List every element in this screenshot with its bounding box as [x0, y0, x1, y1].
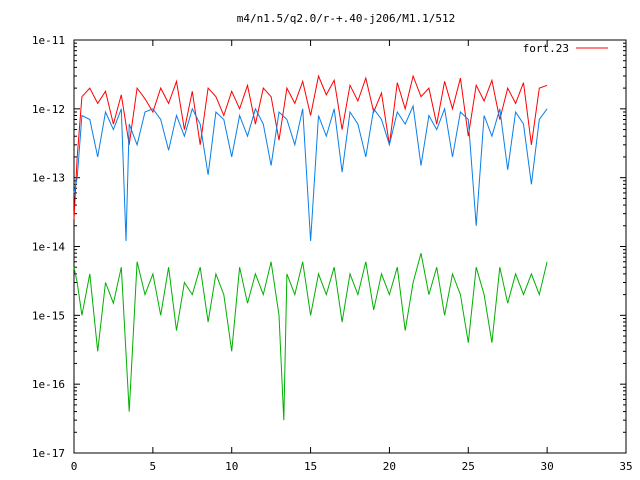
- chart-title: m4/n1.5/q2.0/r-+.40-j206/M1.1/512: [237, 12, 456, 25]
- y-axis: 1e-11 1e-12 1e-13 1e-14 1e-15 1e-16 1e-17: [32, 34, 626, 460]
- y-tick-label: 1e-11: [32, 34, 65, 47]
- x-tick-label: 15: [304, 460, 317, 473]
- series-group: [73, 74, 548, 421]
- x-tick-label: 25: [462, 460, 475, 473]
- x-axis: 0 5 10 15 20 25 30 35: [71, 40, 633, 473]
- x-tick-label: 30: [541, 460, 554, 473]
- y-tick-label: 1e-15: [32, 309, 65, 322]
- x-tick-label: 20: [383, 460, 396, 473]
- y-tick-label: 1e-13: [32, 172, 65, 185]
- y-tick-label: 1e-14: [32, 241, 65, 254]
- plot-frame: [73, 39, 627, 454]
- x-tick-label: 10: [225, 460, 238, 473]
- series-line-1: [73, 74, 548, 220]
- x-tick-label: 0: [71, 460, 78, 473]
- legend: fort.23: [523, 42, 608, 55]
- y-tick-label: 1e-17: [32, 447, 65, 460]
- series-line-3: [73, 253, 548, 421]
- y-tick-label: 1e-12: [32, 103, 65, 116]
- x-tick-label: 5: [150, 460, 157, 473]
- y-tick-label: 1e-16: [32, 378, 65, 391]
- series-line-2: [73, 104, 548, 242]
- legend-label: fort.23: [523, 42, 569, 55]
- x-tick-label: 35: [619, 460, 632, 473]
